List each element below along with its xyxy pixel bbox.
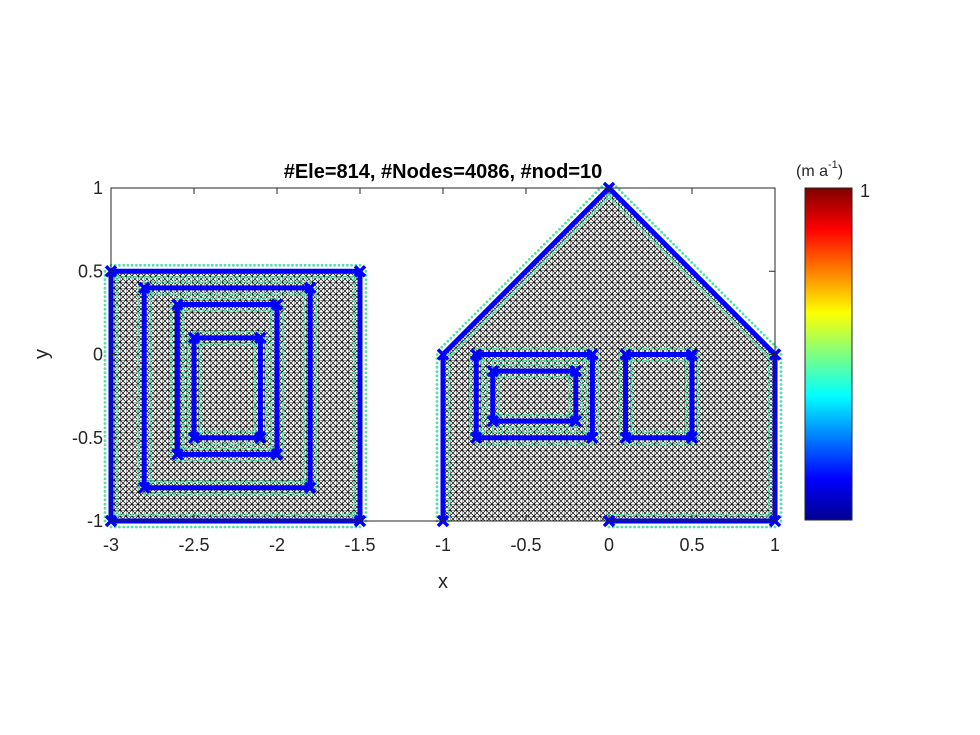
vertex-marker <box>586 431 599 444</box>
boundary-house-window-left <box>469 348 599 444</box>
vertex-marker <box>469 431 483 444</box>
y-axis-label: y <box>31 349 53 359</box>
y-tick-label: 0.5 <box>78 261 103 281</box>
vertex-marker <box>187 331 201 345</box>
vertex-marker <box>619 348 632 361</box>
vertex-marker <box>486 414 500 428</box>
colorbar-unit-exp: -1 <box>828 159 838 171</box>
x-tick-label: 1 <box>770 535 780 555</box>
x-tick-label: 0.5 <box>679 535 704 555</box>
colorbar-unit-prefix: (m a <box>796 163 828 180</box>
vertex-marker <box>353 265 367 278</box>
x-tick-label: -2.5 <box>178 535 209 555</box>
y-tick-label: 1 <box>93 178 103 198</box>
vertex-marker <box>270 298 284 311</box>
chart-title: #Ele=814, #Nodes=4086, #nod=10 <box>284 161 603 183</box>
vertex-marker <box>685 348 699 361</box>
vertex-marker <box>469 348 483 361</box>
vertex-marker <box>685 431 699 444</box>
colorbar-unit-suffix: ) <box>838 163 843 180</box>
vertex-marker <box>486 364 500 378</box>
vertex-marker <box>187 431 201 444</box>
y-ticks: -1 -0.5 0 0.5 1 <box>72 178 775 531</box>
y-tick-label: 0 <box>93 345 103 365</box>
x-tick-label: -2 <box>269 535 285 555</box>
vertex-marker <box>171 448 184 461</box>
x-tick-label: -0.5 <box>510 535 541 555</box>
colorbar: 1 (m a-1) <box>796 159 870 521</box>
vertex-marker <box>436 348 450 361</box>
x-ticks: -3 -2.5 -2 -1.5 -1 -0.5 0 0.5 1 <box>103 188 780 555</box>
vertex-marker <box>254 331 267 345</box>
vertex-marker <box>303 481 317 494</box>
colorbar-max-label: 1 <box>860 181 870 201</box>
boundary-square-ring-2 <box>137 281 317 494</box>
colorbar-unit: (m a-1) <box>796 159 843 180</box>
boundary-nodes <box>103 182 783 529</box>
boundary-layer <box>103 181 783 529</box>
x-tick-label: -1.5 <box>344 535 375 555</box>
colorbar-fill <box>804 187 853 521</box>
boundary-house-window-left-inner <box>486 364 583 428</box>
boundary-square-ring-3 <box>171 298 284 461</box>
boundary-square-ring-4 <box>187 331 267 444</box>
vertex-marker <box>303 281 317 295</box>
y-tick-label: -0.5 <box>72 428 103 448</box>
vertex-marker <box>569 364 583 378</box>
vertex-marker <box>254 431 267 444</box>
vertex-marker <box>137 481 151 494</box>
x-tick-label: 0 <box>604 535 614 555</box>
x-axis-label: x <box>438 571 448 593</box>
vertex-marker <box>137 281 151 295</box>
y-tick-label: -1 <box>87 511 103 531</box>
vertex-marker <box>270 448 284 461</box>
x-tick-label: -3 <box>103 535 119 555</box>
vertex-marker <box>171 298 184 311</box>
vertex-marker <box>619 431 632 444</box>
boundary-house-window-right <box>619 348 699 444</box>
vertex-marker <box>569 414 583 428</box>
vertex-marker <box>586 348 599 361</box>
x-tick-label: -1 <box>435 535 451 555</box>
